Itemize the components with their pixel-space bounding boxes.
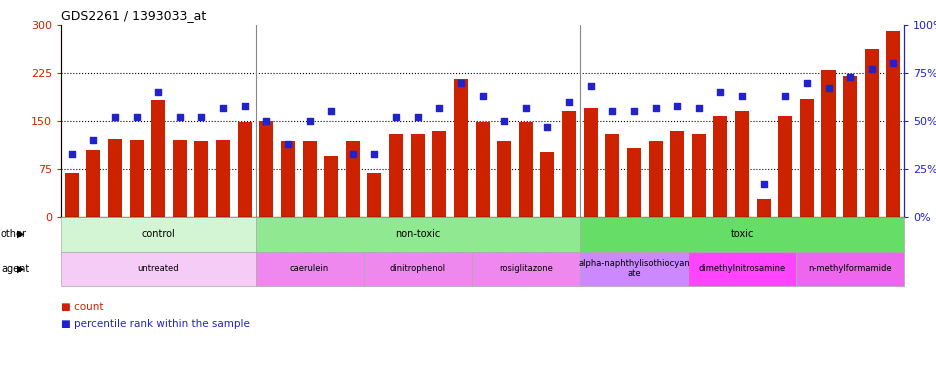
Point xyxy=(561,99,576,105)
Bar xyxy=(86,150,100,217)
Text: untreated: untreated xyxy=(138,264,179,273)
Point xyxy=(453,79,468,86)
Bar xyxy=(519,122,533,217)
Bar xyxy=(324,156,338,217)
Point xyxy=(367,151,382,157)
Bar xyxy=(172,140,186,217)
Text: non-toxic: non-toxic xyxy=(395,229,440,239)
Bar xyxy=(367,174,381,217)
Point xyxy=(518,104,533,111)
Point xyxy=(604,108,619,114)
Point xyxy=(301,118,316,124)
Bar xyxy=(755,199,769,217)
Text: toxic: toxic xyxy=(729,229,753,239)
Bar xyxy=(475,122,489,217)
Bar xyxy=(431,131,446,217)
Text: ■ count: ■ count xyxy=(61,302,103,312)
Point xyxy=(388,114,403,120)
Point xyxy=(215,104,230,111)
Point xyxy=(539,124,554,130)
Point xyxy=(65,151,80,157)
Bar xyxy=(497,141,511,217)
Bar xyxy=(842,76,856,217)
Point xyxy=(194,114,209,120)
Point xyxy=(798,79,813,86)
Bar xyxy=(605,134,619,217)
Text: ■ percentile rank within the sample: ■ percentile rank within the sample xyxy=(61,319,250,329)
Text: ▶: ▶ xyxy=(17,264,24,274)
Point xyxy=(712,89,727,95)
Bar xyxy=(410,134,424,217)
Bar xyxy=(885,31,899,217)
Point xyxy=(582,83,597,89)
Text: alpha-naphthylisothiocyan
ate: alpha-naphthylisothiocyan ate xyxy=(578,259,689,278)
Bar xyxy=(259,121,273,217)
Text: agent: agent xyxy=(1,264,29,274)
Text: dinitrophenol: dinitrophenol xyxy=(389,264,446,273)
Text: control: control xyxy=(141,229,175,239)
Point xyxy=(691,104,706,111)
Point xyxy=(863,66,878,72)
Bar xyxy=(388,134,402,217)
Text: rosiglitazone: rosiglitazone xyxy=(498,264,552,273)
Point xyxy=(626,108,641,114)
Bar xyxy=(540,152,554,217)
Point xyxy=(151,89,166,95)
Point xyxy=(755,181,770,187)
Point xyxy=(280,141,295,147)
Point xyxy=(669,103,684,109)
Bar xyxy=(734,111,748,217)
Text: dimethylnitrosamine: dimethylnitrosamine xyxy=(697,264,784,273)
Bar xyxy=(453,79,467,217)
Bar xyxy=(778,116,792,217)
Bar xyxy=(281,141,295,217)
Bar xyxy=(864,49,878,217)
Point xyxy=(345,151,360,157)
Point xyxy=(820,85,835,91)
Point xyxy=(841,74,856,80)
Bar xyxy=(216,140,230,217)
Bar xyxy=(108,139,122,217)
Bar xyxy=(648,141,662,217)
Text: ▶: ▶ xyxy=(17,229,24,239)
Text: n-methylformamide: n-methylformamide xyxy=(808,264,891,273)
Point xyxy=(172,114,187,120)
Bar xyxy=(65,174,79,217)
Bar xyxy=(626,148,640,217)
Bar xyxy=(691,134,705,217)
Bar xyxy=(669,131,683,217)
Point xyxy=(237,103,252,109)
Bar xyxy=(238,122,252,217)
Point xyxy=(777,93,792,99)
Point xyxy=(431,104,446,111)
Point xyxy=(323,108,338,114)
Point xyxy=(108,114,123,120)
Bar xyxy=(583,108,597,217)
Text: GDS2261 / 1393033_at: GDS2261 / 1393033_at xyxy=(61,9,206,22)
Point xyxy=(129,114,144,120)
Point xyxy=(410,114,425,120)
Point xyxy=(86,137,101,143)
Point xyxy=(475,93,490,99)
Bar xyxy=(302,141,316,217)
Point xyxy=(258,118,273,124)
Bar xyxy=(194,141,208,217)
Bar xyxy=(151,101,165,217)
Point xyxy=(496,118,511,124)
Point xyxy=(734,93,749,99)
Bar xyxy=(562,111,576,217)
Point xyxy=(885,60,899,66)
Bar xyxy=(129,140,143,217)
Bar xyxy=(799,99,813,217)
Bar xyxy=(712,116,726,217)
Bar xyxy=(821,70,835,217)
Bar xyxy=(345,141,359,217)
Text: other: other xyxy=(1,229,27,239)
Text: caerulein: caerulein xyxy=(289,264,329,273)
Point xyxy=(648,104,663,111)
